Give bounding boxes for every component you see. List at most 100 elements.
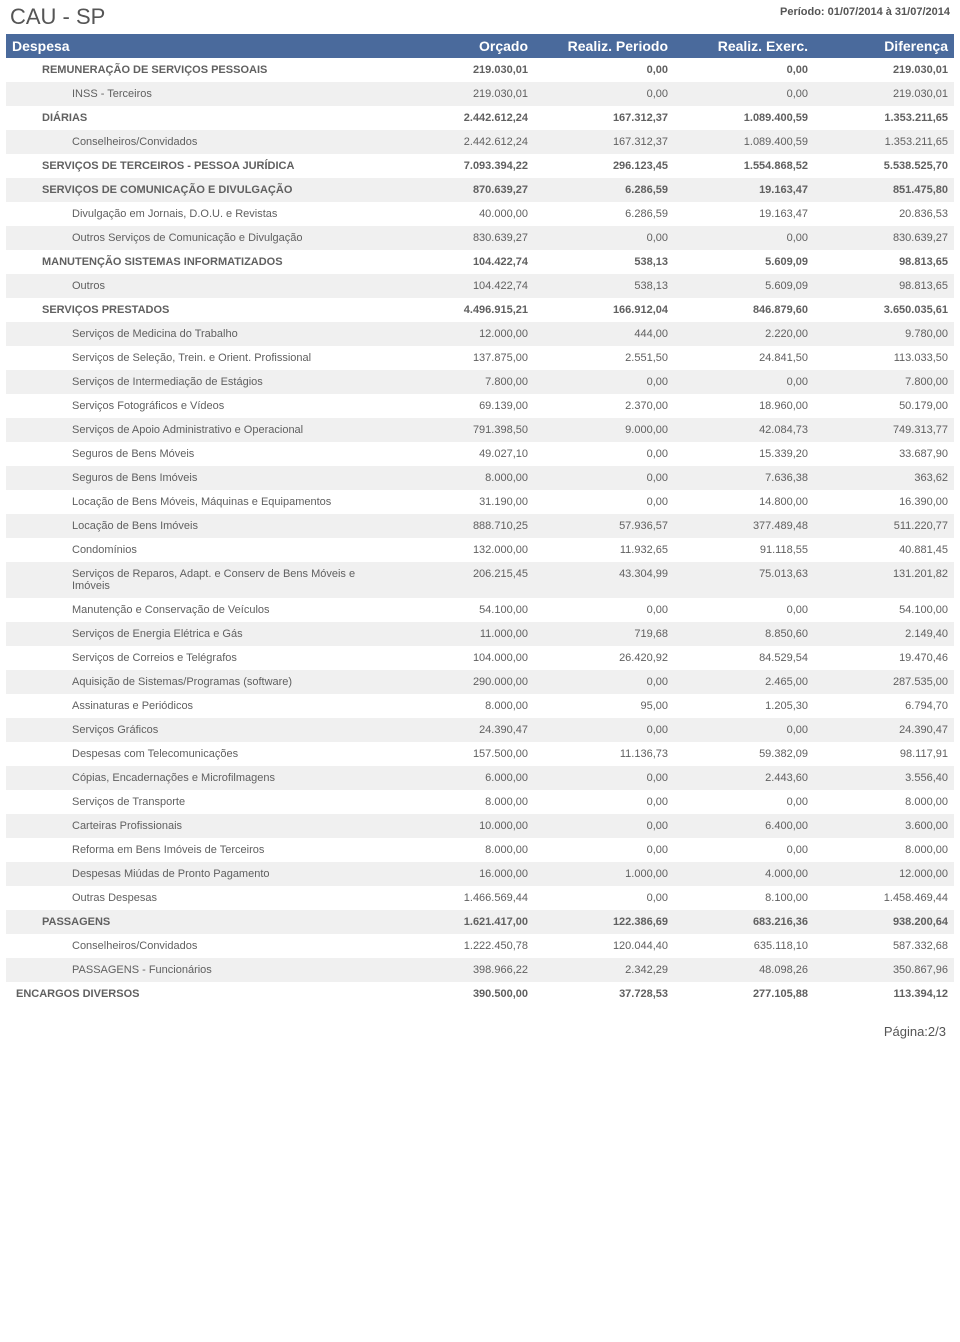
row-value: 0,00 — [668, 376, 808, 388]
row-value: 3.650.035,61 — [808, 304, 948, 316]
row-value: 888.710,25 — [388, 520, 528, 532]
table-row: Serviços de Correios e Telégrafos104.000… — [6, 646, 954, 670]
row-label: Serviços de Transporte — [12, 796, 388, 808]
row-value: 851.475,80 — [808, 184, 948, 196]
row-value: 11.000,00 — [388, 628, 528, 640]
header-despesa: Despesa — [12, 38, 388, 54]
row-value: 206.215,45 — [388, 568, 528, 592]
table-row: Cópias, Encadernações e Microfilmagens6.… — [6, 766, 954, 790]
row-value: 219.030,01 — [388, 88, 528, 100]
row-label: Divulgação em Jornais, D.O.U. e Revistas — [12, 208, 388, 220]
row-value: 40.000,00 — [388, 208, 528, 220]
table-row: Manutenção e Conservação de Veículos54.1… — [6, 598, 954, 622]
table-row: Seguros de Bens Imóveis8.000,000,007.636… — [6, 466, 954, 490]
row-value: 6.286,59 — [528, 184, 668, 196]
row-value: 0,00 — [528, 496, 668, 508]
row-value: 846.879,60 — [668, 304, 808, 316]
row-value: 1.554.868,52 — [668, 160, 808, 172]
row-value: 98.117,91 — [808, 748, 948, 760]
row-value: 0,00 — [528, 676, 668, 688]
row-value: 791.398,50 — [388, 424, 528, 436]
row-value: 2.465,00 — [668, 676, 808, 688]
table-row: Locação de Bens Móveis, Máquinas e Equip… — [6, 490, 954, 514]
row-value: 6.000,00 — [388, 772, 528, 784]
row-value: 8.000,00 — [808, 796, 948, 808]
row-value: 2.370,00 — [528, 400, 668, 412]
row-value: 104.422,74 — [388, 256, 528, 268]
row-value: 24.841,50 — [668, 352, 808, 364]
row-value: 132.000,00 — [388, 544, 528, 556]
table-row: Locação de Bens Imóveis888.710,2557.936,… — [6, 514, 954, 538]
row-value: 0,00 — [528, 772, 668, 784]
row-value: 5.609,09 — [668, 280, 808, 292]
table-row: INSS - Terceiros219.030,010,000,00219.03… — [6, 82, 954, 106]
row-label: ENCARGOS DIVERSOS — [12, 988, 388, 1000]
row-value: 26.420,92 — [528, 652, 668, 664]
row-value: 5.538.525,70 — [808, 160, 948, 172]
row-value: 166.912,04 — [528, 304, 668, 316]
row-value: 8.000,00 — [808, 844, 948, 856]
row-value: 91.118,55 — [668, 544, 808, 556]
row-value: 8.100,00 — [668, 892, 808, 904]
row-value: 635.118,10 — [668, 940, 808, 952]
row-value: 0,00 — [528, 64, 668, 76]
table-row: Reforma em Bens Imóveis de Terceiros8.00… — [6, 838, 954, 862]
row-value: 9.780,00 — [808, 328, 948, 340]
row-value: 54.100,00 — [808, 604, 948, 616]
row-value: 10.000,00 — [388, 820, 528, 832]
row-value: 1.458.469,44 — [808, 892, 948, 904]
row-value: 0,00 — [528, 604, 668, 616]
row-value: 12.000,00 — [388, 328, 528, 340]
row-value: 1.353.211,65 — [808, 112, 948, 124]
row-value: 1.222.450,78 — [388, 940, 528, 952]
row-value: 398.966,22 — [388, 964, 528, 976]
table-row: Outros Serviços de Comunicação e Divulga… — [6, 226, 954, 250]
row-value: 157.500,00 — [388, 748, 528, 760]
row-value: 0,00 — [528, 820, 668, 832]
row-label: MANUTENÇÃO SISTEMAS INFORMATIZADOS — [12, 256, 388, 268]
row-value: 219.030,01 — [388, 64, 528, 76]
row-label: INSS - Terceiros — [12, 88, 388, 100]
row-value: 50.179,00 — [808, 400, 948, 412]
row-value: 84.529,54 — [668, 652, 808, 664]
row-label: SERVIÇOS PRESTADOS — [12, 304, 388, 316]
page-footer: Página:2/3 — [6, 1006, 954, 1049]
table-row: REMUNERAÇÃO DE SERVIÇOS PESSOAIS219.030,… — [6, 58, 954, 82]
row-value: 2.551,50 — [528, 352, 668, 364]
table-row: Serviços de Intermediação de Estágios7.8… — [6, 370, 954, 394]
header-periodo: Realiz. Periodo — [528, 38, 668, 54]
table-row: Despesas Miúdas de Pronto Pagamento16.00… — [6, 862, 954, 886]
row-label: DIÁRIAS — [12, 112, 388, 124]
table-row: Serviços de Transporte8.000,000,000,008.… — [6, 790, 954, 814]
row-value: 8.000,00 — [388, 796, 528, 808]
header-orcado: Orçado — [388, 38, 528, 54]
row-value: 538,13 — [528, 256, 668, 268]
row-label: Outros — [12, 280, 388, 292]
row-label: PASSAGENS - Funcionários — [12, 964, 388, 976]
row-value: 377.489,48 — [668, 520, 808, 532]
row-value: 95,00 — [528, 700, 668, 712]
row-value: 0,00 — [668, 796, 808, 808]
page-title: CAU - SP — [10, 4, 105, 30]
row-label: Conselheiros/Convidados — [12, 136, 388, 148]
row-value: 219.030,01 — [808, 64, 948, 76]
row-value: 1.205,30 — [668, 700, 808, 712]
table-body: REMUNERAÇÃO DE SERVIÇOS PESSOAIS219.030,… — [6, 58, 954, 1006]
table-header: Despesa Orçado Realiz. Periodo Realiz. E… — [6, 34, 954, 58]
table-row: Conselheiros/Convidados1.222.450,78120.0… — [6, 934, 954, 958]
row-label: Conselheiros/Convidados — [12, 940, 388, 952]
row-label: Reforma em Bens Imóveis de Terceiros — [12, 844, 388, 856]
row-value: 19.470,46 — [808, 652, 948, 664]
row-value: 749.313,77 — [808, 424, 948, 436]
row-value: 49.027,10 — [388, 448, 528, 460]
row-label: SERVIÇOS DE COMUNICAÇÃO E DIVULGAÇÃO — [12, 184, 388, 196]
row-value: 16.390,00 — [808, 496, 948, 508]
row-value: 7.093.394,22 — [388, 160, 528, 172]
row-value: 0,00 — [528, 796, 668, 808]
row-value: 18.960,00 — [668, 400, 808, 412]
table-row: Divulgação em Jornais, D.O.U. e Revistas… — [6, 202, 954, 226]
row-value: 15.339,20 — [668, 448, 808, 460]
row-value: 870.639,27 — [388, 184, 528, 196]
row-value: 8.850,60 — [668, 628, 808, 640]
row-value: 8.000,00 — [388, 844, 528, 856]
